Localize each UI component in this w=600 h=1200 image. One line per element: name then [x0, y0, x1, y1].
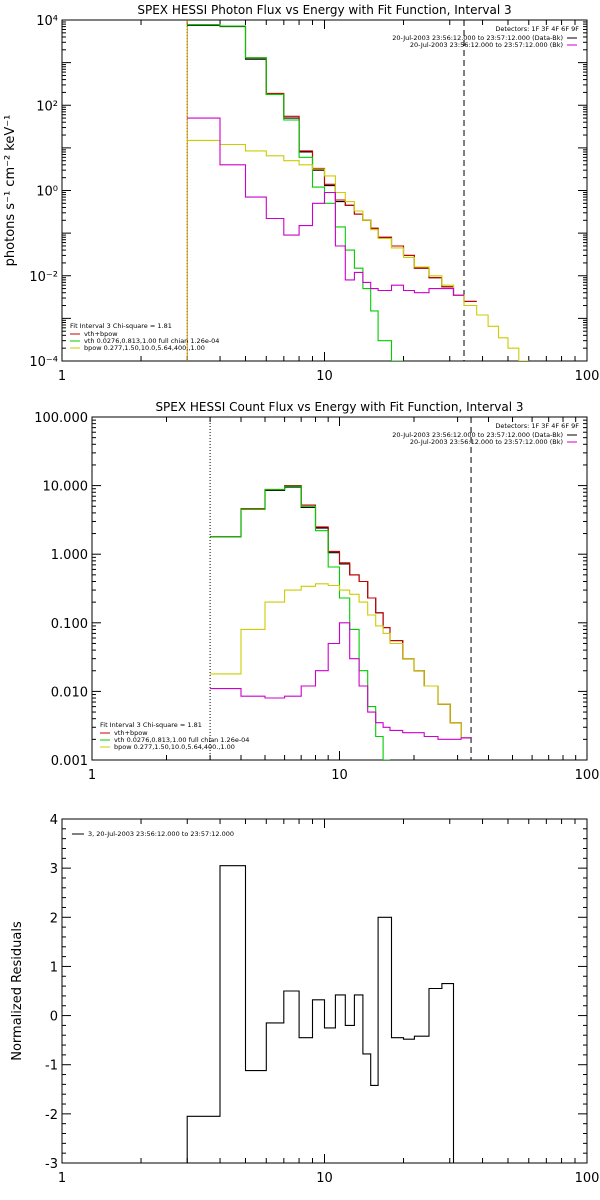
y-tick-label: 2 [50, 911, 58, 926]
series-line-2 [187, 24, 477, 302]
chart-panel-2: SPEX HESSI Count Flux vs Energy with Fit… [34, 400, 599, 783]
legend-text: bpow 0.277,1.50,10.0,5.64,400.,1.00 [114, 743, 235, 751]
chart-panel-1: SPEX HESSI Photon Flux vs Energy with Fi… [3, 3, 599, 384]
chart-title: SPEX HESSI Photon Flux vs Energy with Fi… [137, 3, 511, 17]
x-tick-label: 1 [58, 1171, 66, 1186]
legend-text: 20-Jul-2003 23:56:12.000 to 23:57:12.000… [392, 431, 563, 439]
legend-text: vth 0.0276,0.813,1.00 full chian 1.26e-0… [84, 337, 219, 345]
y-tick-label: 4 [50, 813, 58, 828]
x-tick-label: 1 [88, 768, 96, 783]
legend-text: 20-Jul-2003 23:56:12.000 to 23:57:12.000… [410, 438, 563, 446]
y-tick-label: 10⁻⁴ [29, 355, 58, 370]
y-tick-label: 0.010 [51, 685, 88, 700]
series-group [187, 24, 529, 361]
legend-text: 3, 20-Jul-2003 23:56:12.000 to 23:57:12.… [88, 830, 234, 838]
series-line-1 [210, 486, 471, 739]
x-tick-label: 100 [575, 369, 600, 384]
y-tick-label: 1 [50, 960, 58, 975]
legend-text: vth 0.0276,0.813,1.00 full chian 1.26e-0… [114, 736, 249, 744]
y-tick-label: 10⁴ [36, 14, 58, 29]
series-group [210, 485, 471, 760]
series-line-5 [210, 622, 471, 740]
y-axis-label: photons s⁻¹ cm⁻² keV⁻¹ [3, 115, 18, 267]
y-tick-label: 10⁻² [29, 270, 58, 285]
series-line-3 [210, 485, 390, 760]
legend-text: vth+bpow [114, 729, 148, 737]
chart-panel-3: 1 10 100 -3 -2 -1 0 1 2 3 4 Normalized Residuals 3, … [10, 813, 599, 1186]
y-tick-label: -2 [45, 1108, 58, 1123]
y-tick-label: 100.000 [34, 411, 88, 426]
chart-title: SPEX HESSI Count Flux vs Energy with Fit… [155, 400, 523, 414]
x-tick-label: 10 [331, 768, 348, 783]
y-tick-label: 0 [50, 1010, 58, 1025]
y-tick-label: 1.000 [51, 548, 88, 563]
x-tick-label: 10 [316, 1171, 333, 1186]
y-tick-label: -1 [45, 1059, 58, 1074]
y-tick-label: 10⁰ [36, 185, 58, 200]
y-tick-label: -3 [45, 1157, 58, 1172]
y-tick-label: 0.100 [51, 617, 88, 632]
y-axis-label: Normalized Residuals [10, 921, 25, 1061]
series-line-4 [187, 139, 529, 361]
series-line-2 [210, 485, 471, 739]
y-tick-label: 3 [50, 862, 58, 877]
legend-text: bpow 0.277,1.50,10.0,5.64,400.,1.00 [84, 344, 205, 352]
y-tick-label: 10.000 [43, 480, 89, 495]
y-tick-label: 10² [36, 99, 58, 114]
y-tick-label: 0.001 [51, 754, 88, 769]
detectors-label: Detectors: 1F 3F 4F 6F 9F [495, 422, 579, 430]
series-line-1 [187, 24, 477, 302]
x-tick-label: 10 [316, 369, 333, 384]
series-line-4 [210, 583, 471, 739]
x-tick-label: 1 [58, 369, 66, 384]
series-line-5 [187, 117, 464, 296]
fit-header: Fit Interval 3 Chi-square = 1.81 [100, 721, 202, 729]
x-tick-label: 100 [575, 1171, 600, 1186]
fit-header: Fit Interval 3 Chi-square = 1.81 [70, 322, 172, 330]
series-line-1 [186, 865, 455, 1163]
series-line-3 [187, 24, 404, 361]
legend-text: 20-Jul-2003 23:56:12.000 to 23:57:12.000… [392, 34, 563, 42]
x-tick-label: 100 [575, 768, 600, 783]
series-group [186, 865, 455, 1163]
detectors-label: Detectors: 1F 3F 4F 6F 9F [495, 25, 579, 33]
legend-text: 20-Jul-2003 23:56:12.000 to 23:57:12.000… [410, 41, 563, 49]
plot-frame [61, 818, 588, 1164]
legend-text: vth+bpow [84, 330, 118, 338]
